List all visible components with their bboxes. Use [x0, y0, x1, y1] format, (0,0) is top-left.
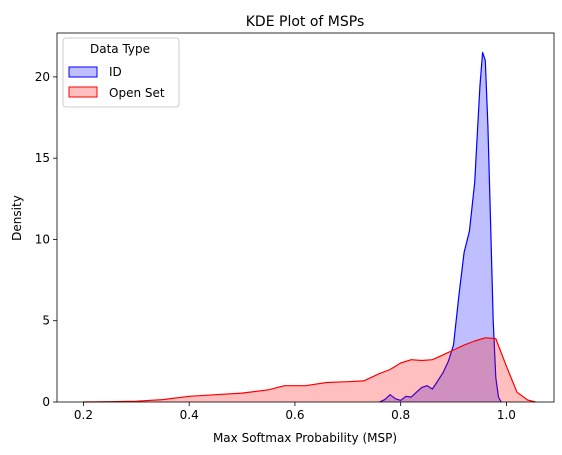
y-tick-label: 0	[42, 395, 50, 409]
x-axis-label: Max Softmax Probability (MSP)	[213, 431, 397, 445]
y-axis-ticks: 0 5 10 15 20	[35, 70, 57, 409]
axes-frame	[56, 32, 555, 403]
y-axis-label: Density	[10, 195, 24, 241]
legend-swatch-open-set	[68, 86, 98, 98]
y-tick-label: 10	[35, 232, 50, 246]
legend: Data Type ID Open Set	[62, 37, 180, 108]
legend-frame	[62, 37, 180, 108]
y-tick-label: 5	[42, 314, 50, 328]
density-area-open-set	[83, 337, 536, 402]
legend-label-id: ID	[109, 65, 122, 79]
x-tick-label: 1.0	[497, 408, 516, 422]
density-area-id	[379, 52, 502, 402]
plot-area: 0.2 0.4 0.6 0.8 1.0 0 5 10 15 20	[35, 32, 555, 422]
density-line-open-set	[83, 337, 536, 403]
x-tick-label: 0.8	[391, 408, 410, 422]
legend-label-open-set: Open Set	[109, 86, 165, 100]
density-line-id	[379, 51, 502, 403]
x-axis-ticks: 0.2 0.4 0.6 0.8 1.0	[74, 402, 516, 422]
legend-swatch-id	[68, 66, 98, 78]
series-layer	[83, 51, 536, 403]
y-tick-label: 20	[35, 70, 50, 84]
y-tick-label: 15	[35, 151, 50, 165]
x-tick-label: 0.6	[285, 408, 304, 422]
legend-title: Data Type	[90, 42, 150, 56]
x-tick-label: 0.4	[180, 408, 199, 422]
x-tick-label: 0.2	[74, 408, 93, 422]
chart-title: KDE Plot of MSPs	[246, 14, 365, 30]
